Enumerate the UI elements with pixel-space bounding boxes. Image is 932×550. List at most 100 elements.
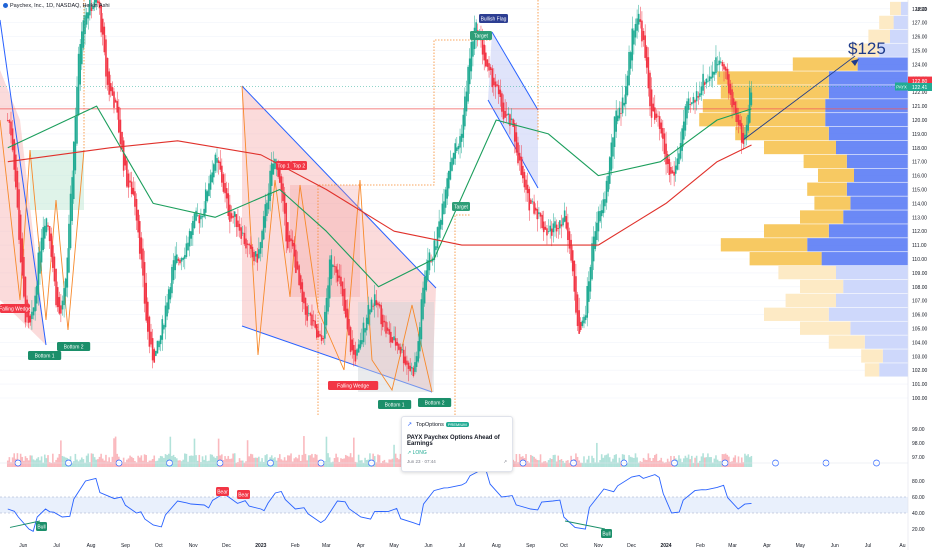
volume-bar (71, 462, 73, 467)
price-tick-label: 107.00 (912, 299, 928, 305)
price-tick-label: 106.00 (912, 313, 928, 319)
volume-bar (715, 455, 717, 467)
candle-body (187, 242, 189, 251)
candle-body (433, 240, 436, 261)
candle-body (93, 0, 96, 8)
candle-body (129, 180, 131, 183)
volume-bar (153, 455, 156, 467)
volume-bar (544, 461, 547, 467)
volume-bar (291, 461, 294, 467)
osc-bull-left-label: Bull (37, 525, 45, 531)
volume-bar (172, 454, 175, 467)
candle-body (348, 319, 350, 336)
candle-body (650, 89, 653, 118)
volume-bar (365, 460, 368, 467)
candle-body (357, 344, 360, 353)
candle-body (101, 18, 104, 35)
time-axis-label: Oct (155, 543, 163, 549)
volume-bar (293, 458, 296, 467)
candle-body (153, 349, 156, 363)
candle-body (410, 367, 413, 369)
volume-bar (602, 457, 605, 467)
candle-body (517, 142, 519, 164)
volume-bar (93, 457, 96, 467)
candle-body (238, 223, 241, 231)
candle-body (340, 276, 342, 287)
candle-body (459, 136, 461, 148)
volume-bar (72, 461, 75, 467)
candle-body (596, 222, 598, 241)
candle-body (230, 213, 233, 219)
volume-bar (531, 455, 534, 467)
time-axis-label: 2023 (255, 543, 266, 549)
candle-body (343, 288, 345, 311)
volume-bar (660, 457, 663, 467)
candle-body (143, 262, 146, 304)
volume-bar (359, 460, 362, 467)
volume-bar (385, 462, 387, 467)
volume-bar (127, 458, 130, 467)
volume-bar (338, 461, 341, 467)
volume-bar (554, 454, 556, 467)
volume-bar (222, 460, 225, 467)
price-tick-label: 122.00 (912, 90, 928, 96)
volume-bar (142, 460, 144, 467)
candle-body (349, 327, 352, 352)
time-axis-label: Aug (87, 543, 96, 549)
volume-bar (105, 454, 107, 467)
target-top-label-bg (470, 31, 492, 40)
candle-body (718, 60, 720, 65)
volume-bar (111, 456, 114, 467)
volume-bar (718, 461, 720, 467)
volume-bar (52, 453, 54, 467)
volume-bar (562, 460, 564, 467)
volume-bar (657, 461, 659, 467)
candle-body (171, 266, 173, 294)
candle-body (159, 335, 162, 345)
candle-body (716, 64, 719, 66)
candle-body (420, 299, 423, 340)
volume-bar (608, 457, 611, 467)
volume-bar (100, 453, 102, 467)
osc-bear2-label-bg (237, 490, 250, 499)
candle-body (325, 297, 328, 326)
candle-body (262, 216, 265, 240)
candle-body (745, 124, 748, 137)
volume-bar (8, 457, 11, 467)
time-axis-label: May (389, 543, 399, 549)
candle-body (531, 201, 534, 203)
volume-bar (84, 462, 86, 467)
candle-body (726, 68, 729, 80)
candle-body (351, 339, 354, 351)
volume-bar (232, 453, 234, 467)
volume-bar (40, 456, 43, 467)
candle-body (699, 93, 701, 97)
volume-bar (217, 438, 220, 467)
high-tag: 122.80 (912, 79, 928, 85)
share-icon[interactable]: ↗ (503, 459, 507, 464)
candle-body (666, 154, 669, 165)
volume-bar (568, 462, 571, 467)
idea-title[interactable]: PAYX Paychex Options Ahead of Earnings (407, 435, 500, 447)
volume-bar (579, 462, 582, 467)
candle-body (288, 235, 291, 242)
time-axis-label: Feb (696, 543, 705, 549)
candle-body (600, 210, 603, 217)
candle-body (736, 107, 738, 123)
candle-body (636, 18, 638, 31)
volume-bar (287, 455, 289, 467)
volume-profile-up-bar (717, 71, 829, 85)
time-axis-label: Dec (222, 543, 231, 549)
idea-card[interactable]: ↗ TopOptions PREMIUM PAYX Paychex Option… (401, 416, 513, 472)
volume-bar (364, 457, 366, 467)
volume-bar (607, 453, 609, 467)
volume-bar (89, 462, 91, 467)
candle-body (299, 275, 302, 290)
candle-body (628, 51, 630, 86)
candle-body (555, 224, 558, 232)
candle-body (715, 57, 717, 74)
candle-body (642, 30, 645, 40)
volume-bar (103, 460, 106, 467)
volume-bar (618, 457, 621, 467)
